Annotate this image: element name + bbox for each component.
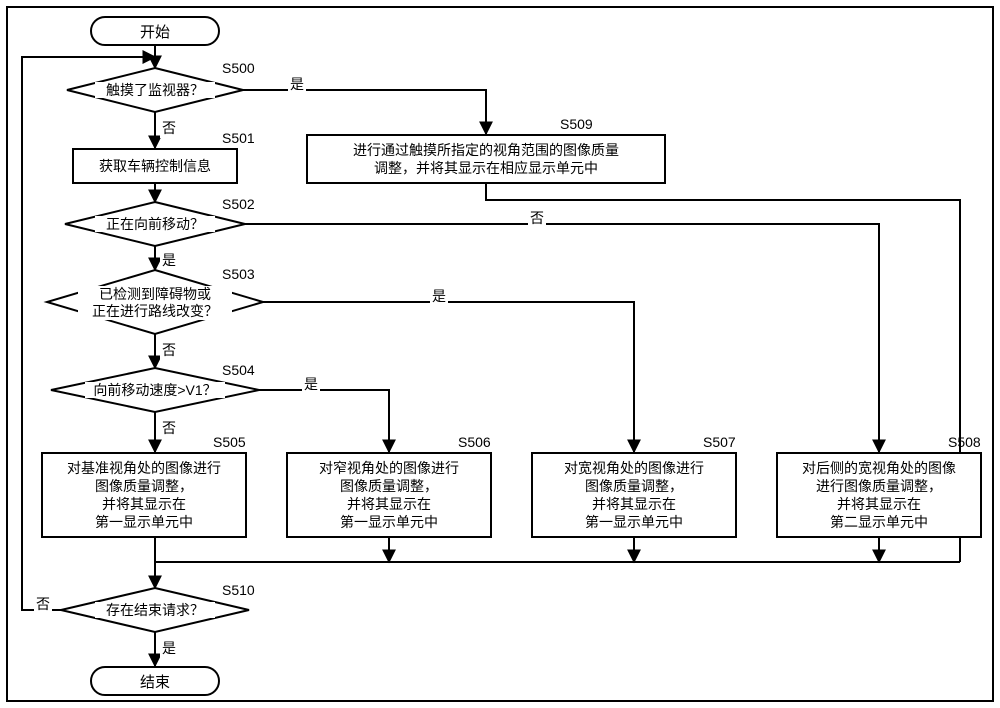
label-s508: S508 (948, 434, 981, 450)
label-s503: S503 (222, 266, 255, 282)
p501-text: 获取车辆控制信息 (99, 157, 211, 175)
terminal-start: 开始 (90, 16, 220, 46)
p508-text: 对后侧的宽视角处的图像 进行图像质量调整， 并将其显示在 第二显示单元中 (802, 459, 956, 532)
d502-yes: 是 (160, 250, 178, 270)
p507-text: 对宽视角处的图像进行 图像质量调整， 并将其显示在 第一显示单元中 (564, 459, 704, 532)
d500-text: 触摸了监视器？ (95, 82, 215, 98)
edge-d504-p506 (259, 390, 389, 452)
label-s502: S502 (222, 196, 255, 212)
p506-text: 对窄视角处的图像进行 图像质量调整， 并将其显示在 第一显示单元中 (319, 459, 459, 532)
p509-text: 进行通过触摸所指定的视角范围的图像质量 调整，并将其显示在相应显示单元中 (353, 141, 619, 177)
d504-no: 否 (160, 418, 178, 438)
start-label: 开始 (140, 21, 170, 42)
d502-no: 否 (528, 208, 546, 228)
end-label: 结束 (140, 671, 170, 692)
p505-text: 对基准视角处的图像进行 图像质量调整， 并将其显示在 第一显示单元中 (67, 459, 221, 532)
p505: 对基准视角处的图像进行 图像质量调整， 并将其显示在 第一显示单元中 (41, 452, 247, 538)
d510-yes: 是 (160, 638, 178, 658)
label-s501: S501 (222, 130, 255, 146)
label-s505: S505 (213, 434, 246, 450)
d500-no: 否 (160, 118, 178, 138)
d503-text: 已检测到障碍物或 正在进行路线改变？ (78, 286, 232, 320)
d503-yes: 是 (430, 286, 448, 306)
d502-text: 正在向前移动？ (95, 216, 215, 232)
edge-d502-p508 (245, 224, 879, 452)
d510-text: 存在结束请求？ (95, 602, 215, 618)
p507: 对宽视角处的图像进行 图像质量调整， 并将其显示在 第一显示单元中 (531, 452, 737, 538)
terminal-end: 结束 (90, 666, 220, 696)
d504-yes: 是 (302, 374, 320, 394)
label-s500: S500 (222, 60, 255, 76)
p506: 对窄视角处的图像进行 图像质量调整， 并将其显示在 第一显示单元中 (286, 452, 492, 538)
p508: 对后侧的宽视角处的图像 进行图像质量调整， 并将其显示在 第二显示单元中 (776, 452, 982, 538)
p501: 获取车辆控制信息 (72, 148, 238, 184)
label-s509: S509 (560, 116, 593, 132)
d503-no: 否 (160, 340, 178, 360)
d500-yes: 是 (288, 74, 306, 94)
label-s507: S507 (703, 434, 736, 450)
p509: 进行通过触摸所指定的视角范围的图像质量 调整，并将其显示在相应显示单元中 (306, 134, 666, 184)
label-s504: S504 (222, 362, 255, 378)
label-s506: S506 (458, 434, 491, 450)
d504-text: 向前移动速度>V1？ (85, 382, 225, 398)
d510-no: 否 (34, 594, 52, 614)
edge-d500-p509 (243, 90, 486, 134)
label-s510: S510 (222, 582, 255, 598)
